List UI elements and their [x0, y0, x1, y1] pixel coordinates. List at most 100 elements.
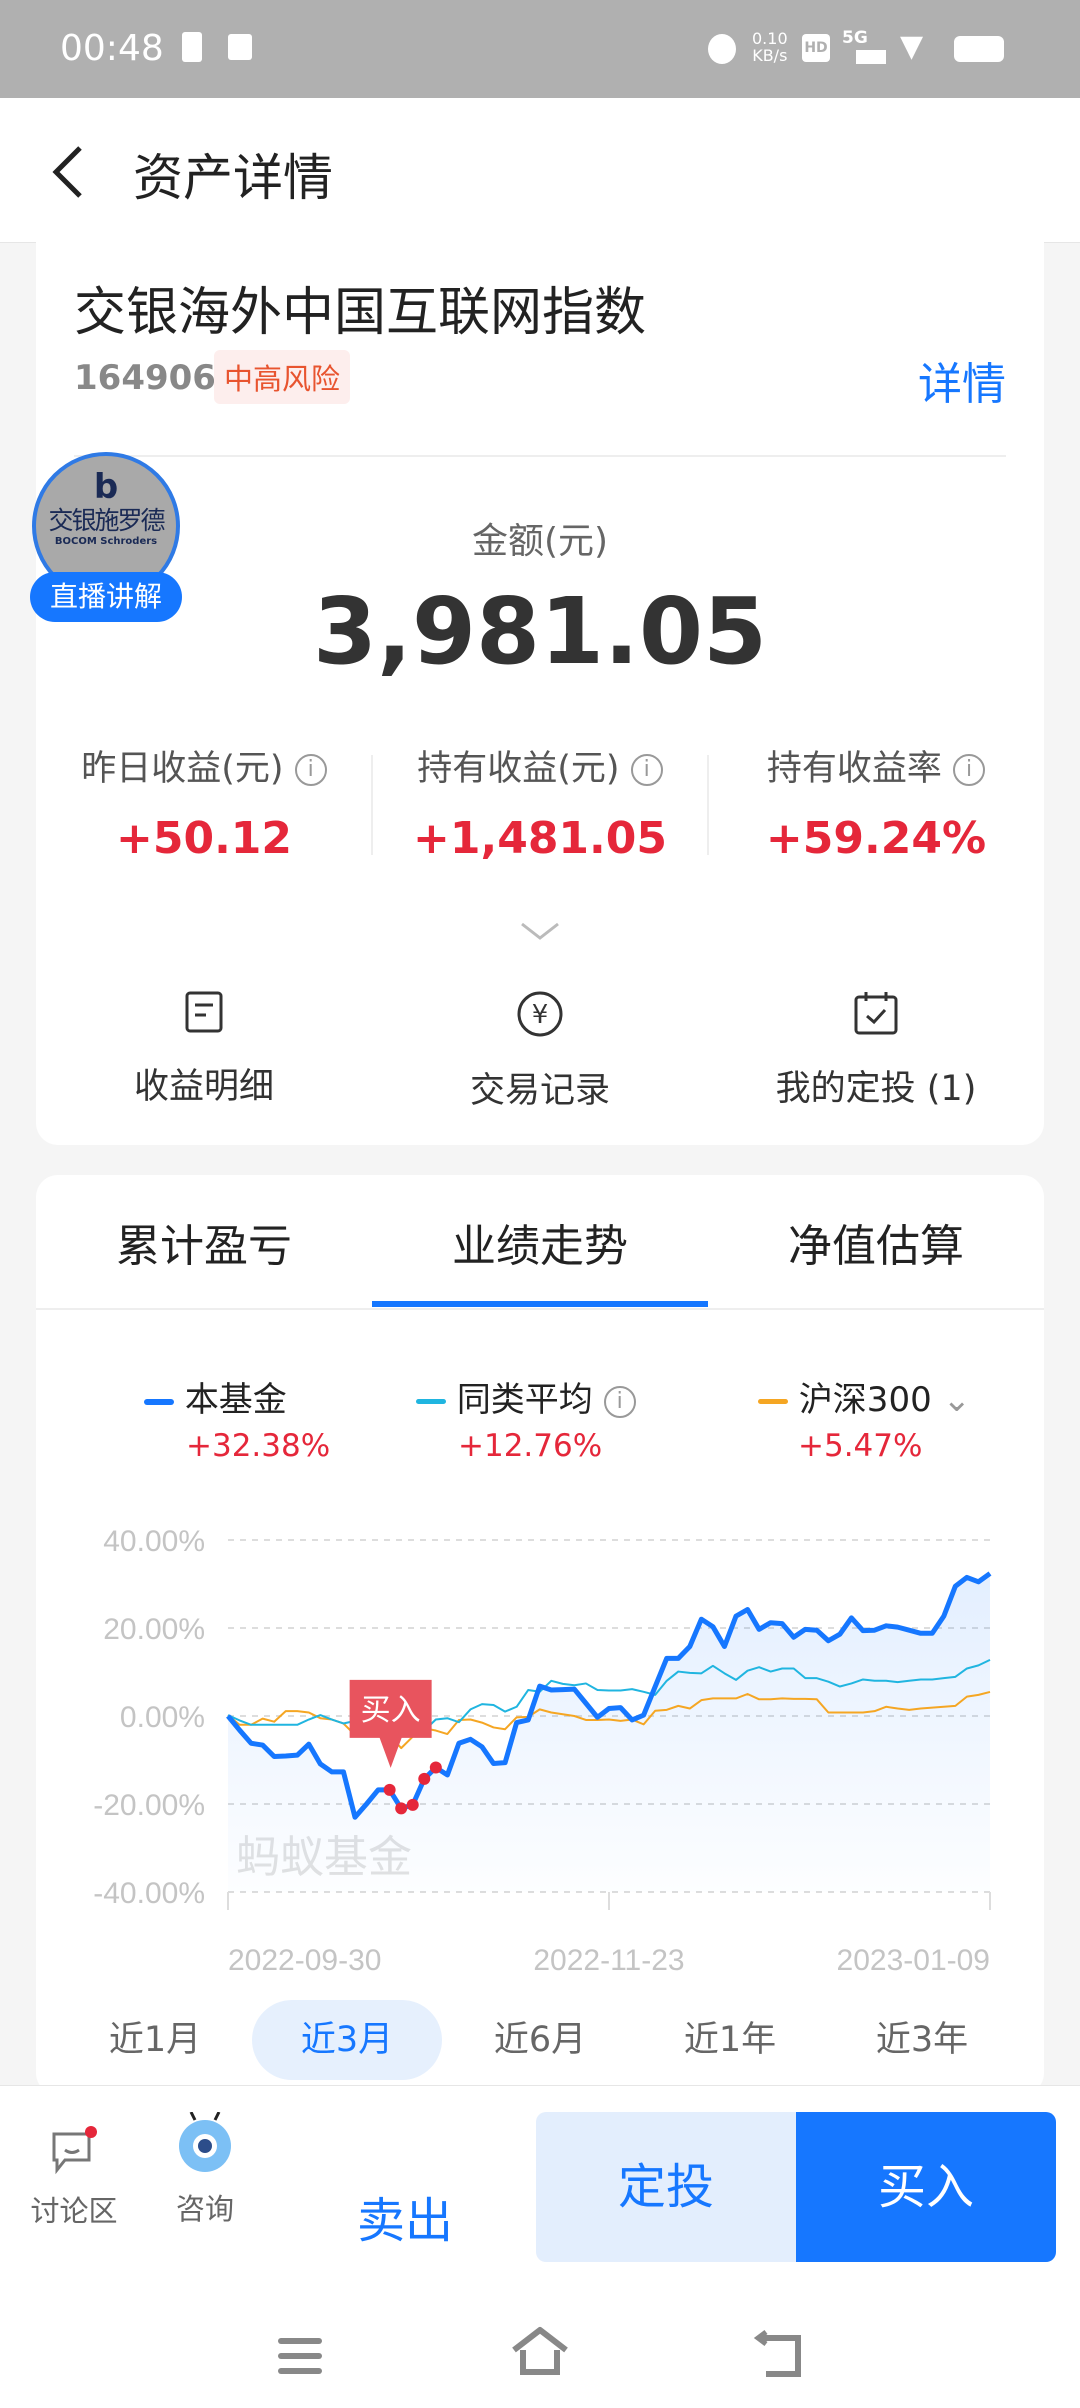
legend-label: 沪深300 — [798, 1380, 932, 1420]
performance-chart[interactable]: 40.00% 20.00% 0.00% -20.00% -40.00% 2022-09-3… — [0, 1500, 1080, 1980]
series-line-fund — [226, 1571, 992, 1820]
period-6m[interactable]: 近6月 — [493, 2020, 587, 2060]
document-icon — [185, 991, 223, 1033]
legend-peer-average[interactable]: 同类平均 i — [416, 1372, 636, 1421]
period-3m[interactable]: 近3月 — [252, 2000, 442, 2080]
logo-subtext: BOCOM Schroders — [54, 536, 158, 547]
y-tick-label: 20.00% — [103, 1613, 205, 1646]
legend-fund-value: +32.38% — [186, 1428, 331, 1464]
tab-performance[interactable]: 业绩走势 — [452, 1221, 628, 1272]
hd-icon: HD — [802, 34, 830, 62]
back-arrow-icon[interactable] — [48, 144, 88, 200]
app-header: 资产详情 — [0, 98, 1080, 243]
y-tick-label: -40.00% — [93, 1877, 205, 1910]
legend-swatch — [758, 1399, 788, 1404]
fund-name: 交银海外中国互联网指数 — [74, 283, 647, 343]
back-icon[interactable] — [752, 2330, 804, 2378]
stat-label: 昨日收益(元) — [81, 749, 284, 789]
x-tick-label: 2023-01-09 — [837, 1944, 990, 1977]
home-icon[interactable] — [510, 2326, 570, 2376]
assistant-mascot-icon — [179, 2111, 231, 2172]
buy-point-marker — [406, 1798, 419, 1811]
y-tick-label: 40.00% — [103, 1525, 205, 1558]
legend-fund[interactable]: 本基金 — [144, 1372, 287, 1421]
chevron-down-icon[interactable] — [520, 920, 560, 942]
y-tick-label: 0.00% — [120, 1701, 205, 1734]
discuss-label: 讨论区 — [30, 2194, 118, 2228]
page-title: 资产详情 — [133, 149, 333, 207]
calendar-check-icon — [854, 992, 898, 1035]
stat-value: +1,481.05 — [413, 813, 667, 864]
action-my-sip[interactable]: 我的定投 (1) — [708, 990, 1044, 1111]
status-bar: 00:48 0.10 KB/s HD 5G ▼ — [0, 0, 1080, 98]
info-icon[interactable]: i — [294, 754, 327, 786]
divider — [371, 755, 373, 855]
net-speed-value: 0.10 — [752, 29, 788, 48]
stat-yesterday: 昨日收益(元) i +50.12 — [36, 740, 372, 864]
svg-text:¥: ¥ — [532, 1000, 549, 1030]
stat-label: 持有收益(元) — [417, 749, 620, 789]
divider — [707, 755, 709, 855]
fund-area — [228, 1573, 990, 1892]
legend-label: 本基金 — [184, 1380, 287, 1420]
amount-value: 3,981.05 — [313, 578, 767, 685]
stat-value: +59.24% — [765, 813, 987, 864]
live-badge[interactable]: 直播讲解 — [30, 572, 182, 622]
info-icon[interactable]: i — [603, 1385, 636, 1418]
period-1m[interactable]: 近1月 — [108, 2020, 202, 2060]
consult-label: 咨询 — [175, 2192, 234, 2226]
stat-holding: 持有收益(元) i +1,481.05 — [372, 740, 708, 864]
detail-link[interactable]: 详情 — [918, 359, 1006, 410]
period-1y[interactable]: 近1年 — [683, 2020, 777, 2060]
legend-swatch — [144, 1398, 174, 1405]
buy-point-marker — [429, 1761, 442, 1774]
legend-csi300[interactable]: 沪深300 ⌄ — [758, 1372, 971, 1421]
x-tick-label: 2022-09-30 — [228, 1944, 381, 1977]
logo-mark-icon: b — [93, 467, 119, 507]
x-tick-label: 2022-11-23 — [533, 1944, 684, 1977]
wifi-icon: ▼ — [900, 29, 924, 64]
buy-point-marker — [395, 1802, 408, 1815]
stat-rate: 持有收益率 i +59.24% — [708, 740, 1044, 864]
bottom-action-bar: 讨论区 咨询 卖出 定投 买入 — [0, 2085, 1080, 2408]
network-type: 5G — [842, 28, 868, 48]
divider — [74, 455, 1006, 457]
info-icon[interactable]: i — [630, 754, 663, 786]
legend-label: 同类平均 — [456, 1380, 593, 1420]
play-icon — [228, 34, 252, 60]
tab-nav-estimate[interactable]: 净值估算 — [788, 1221, 964, 1272]
action-income-detail[interactable]: 收益明细 — [36, 990, 372, 1109]
notification-dot — [85, 2126, 97, 2138]
legend-csi300-value: +5.47% — [798, 1428, 923, 1464]
divider — [36, 1308, 1044, 1310]
chevron-down-icon[interactable]: ⌄ — [942, 1380, 972, 1420]
y-tick-label: -20.00% — [93, 1789, 205, 1822]
net-speed-unit: KB/s — [752, 46, 788, 65]
stat-value: +50.12 — [115, 813, 293, 864]
sell-button[interactable]: 卖出 — [356, 2193, 453, 2249]
menu-icon[interactable] — [276, 2336, 324, 2376]
legend-peer-value: +12.76% — [458, 1428, 603, 1464]
asset-summary-card: 交银海外中国互联网指数 164906 中高风险 详情 金额(元) 3,981.0… — [36, 230, 1044, 1145]
info-icon[interactable]: i — [953, 754, 986, 786]
clipboard-icon — [182, 32, 202, 62]
tab-cumulative-pnl[interactable]: 累计盈亏 — [116, 1221, 292, 1272]
sip-button[interactable]: 定投 — [536, 2112, 796, 2262]
fund-code: 164906 — [74, 358, 216, 398]
buy-button[interactable]: 买入 — [796, 2112, 1056, 2262]
chat-bubble-icon — [52, 2126, 97, 2175]
alarm-icon — [708, 34, 736, 64]
risk-badge: 中高风险 — [214, 350, 351, 404]
buy-tooltip-label: 买入 — [361, 1693, 421, 1728]
discuss-button[interactable]: 讨论区 — [22, 2126, 126, 2230]
period-3y[interactable]: 近3年 — [875, 2020, 969, 2060]
action-trade-records[interactable]: ¥ 交易记录 — [372, 990, 708, 1113]
action-label: 我的定投 (1) — [775, 1069, 977, 1109]
legend-swatch — [416, 1399, 446, 1404]
buy-point-marker — [418, 1772, 431, 1785]
status-time: 00:48 — [60, 28, 164, 69]
battery-icon — [954, 36, 1004, 62]
consult-button[interactable]: 咨询 — [160, 2111, 250, 2228]
action-label: 收益明细 — [133, 1067, 274, 1107]
yen-circle-icon: ¥ — [517, 991, 563, 1037]
